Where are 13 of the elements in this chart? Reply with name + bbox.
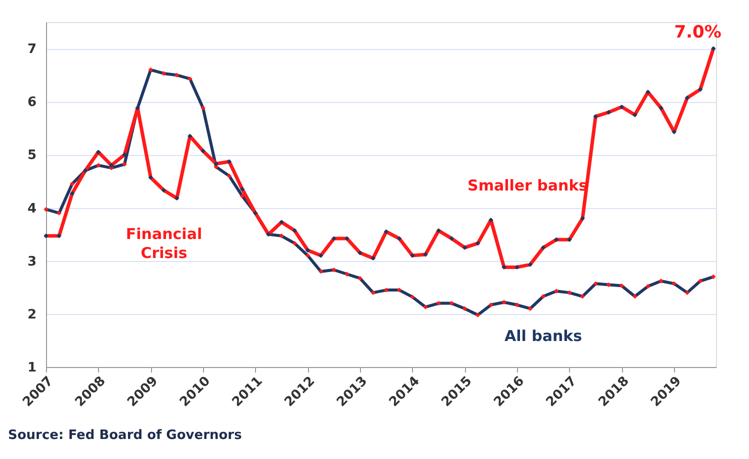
data-label: 7.0% (674, 22, 722, 43)
line-series (44, 46, 716, 270)
y-tick-label: 6 (27, 95, 36, 110)
annotation: Financial Crisis (126, 225, 202, 262)
y-tick-label: 4 (27, 201, 36, 216)
y-tick-label: 5 (27, 148, 36, 164)
series-label: All banks (504, 327, 582, 346)
y-tick-label: 7 (27, 42, 36, 58)
y-tick-label: 3 (27, 254, 36, 270)
y-tick-label: 1 (27, 360, 36, 376)
y-tick-label: 2 (27, 307, 36, 322)
series-label: Smaller banks (468, 176, 588, 194)
source-note: Source: Fed Board of Governors (8, 428, 242, 443)
